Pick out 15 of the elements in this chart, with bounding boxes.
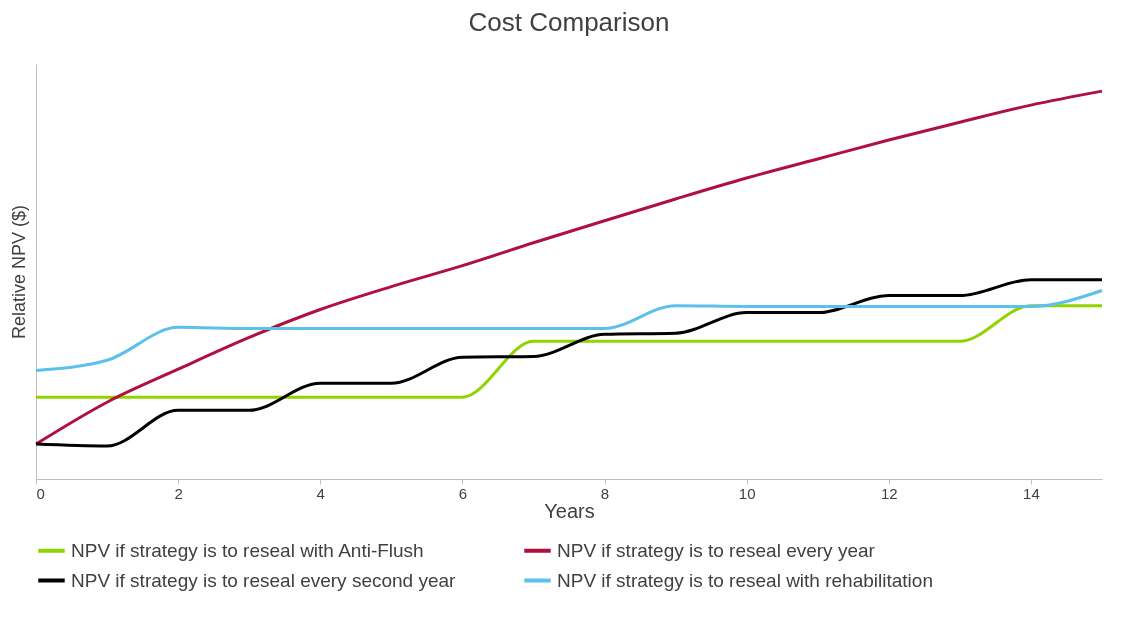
x-tick-label: 14 bbox=[1023, 484, 1040, 502]
x-axis-title: Years bbox=[544, 499, 595, 522]
legend-label: NPV if strategy is to reseal every year bbox=[557, 539, 876, 561]
x-tick-label: 2 bbox=[174, 484, 183, 502]
x-tick-label: 0 bbox=[36, 484, 45, 502]
legend-label: NPV if strategy is to reseal with Anti-Flush bbox=[71, 539, 424, 561]
legend-label: NPV if strategy is to reseal with rehabilitation bbox=[557, 569, 933, 591]
x-tick-label: 10 bbox=[738, 484, 756, 502]
x-tick-label: 8 bbox=[600, 484, 610, 502]
x-tick-label: 12 bbox=[880, 484, 898, 502]
legend-label: NPV if strategy is to reseal every second year bbox=[71, 569, 457, 591]
chart-title: Cost Comparison bbox=[468, 7, 670, 37]
y-axis-title: Relative NPV ($) bbox=[8, 204, 29, 340]
x-tick-label: 4 bbox=[316, 484, 325, 502]
x-tick-label: 6 bbox=[458, 484, 468, 502]
